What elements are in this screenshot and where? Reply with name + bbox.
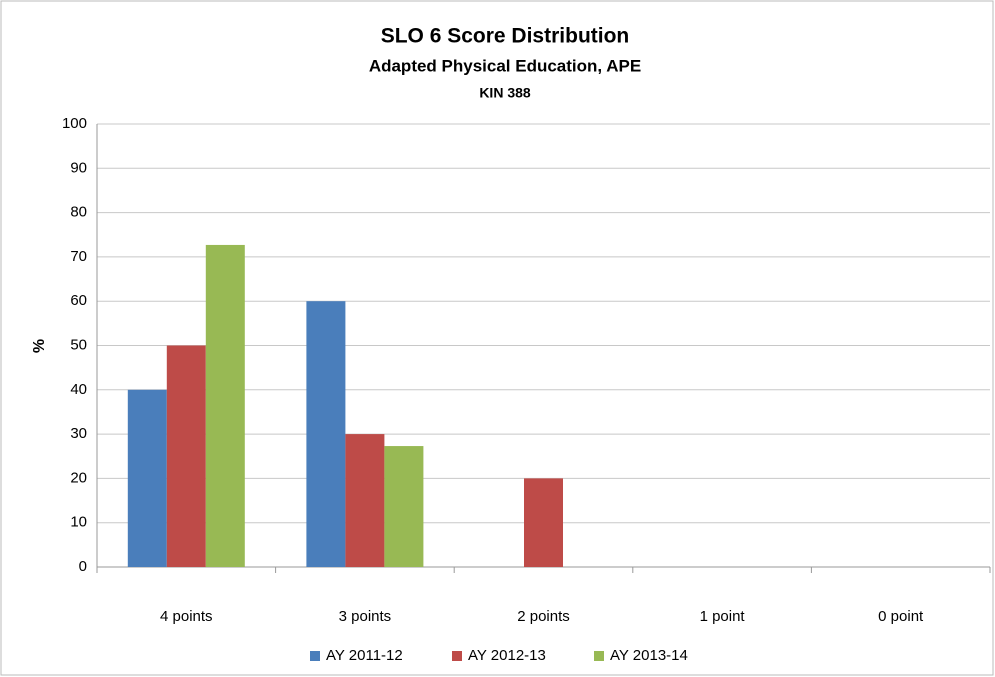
x-tick-label: 0 point (878, 608, 924, 625)
y-tick-label: 20 (70, 469, 87, 486)
bar (166, 345, 206, 567)
y-tick-label: 100 (62, 115, 87, 132)
x-tick-label: 2 points (517, 608, 570, 625)
y-tick-label: 0 (79, 558, 87, 575)
legend-swatch (452, 651, 462, 661)
y-tick-label: 30 (70, 425, 87, 442)
x-tick-label: 1 point (700, 608, 746, 625)
bar (127, 389, 167, 567)
bar (345, 434, 385, 567)
bar (384, 446, 424, 567)
y-tick-label: 40 (70, 381, 87, 398)
y-tick-label: 70 (70, 248, 87, 265)
x-tick-label: 4 points (160, 608, 213, 625)
legend-label: AY 2011-12 (326, 647, 403, 664)
chart-title: SLO 6 Score Distribution (381, 25, 630, 48)
y-tick-label: 60 (70, 292, 87, 309)
chart-course: KIN 388 (479, 85, 531, 101)
legend-label: AY 2012-13 (468, 647, 546, 664)
x-tick-label: 3 points (339, 608, 392, 625)
y-axis-label: % (31, 339, 48, 353)
chart-subtitle: Adapted Physical Education, APE (369, 56, 641, 75)
bar (205, 244, 245, 567)
bar (306, 301, 346, 567)
bar (524, 478, 563, 567)
legend-label: AY 2013-14 (610, 647, 688, 664)
y-tick-label: 10 (70, 514, 87, 531)
legend-swatch (594, 651, 604, 661)
legend-swatch (310, 651, 320, 661)
y-tick-label: 90 (70, 159, 87, 176)
y-tick-label: 80 (70, 204, 87, 221)
y-tick-label: 50 (70, 336, 87, 353)
